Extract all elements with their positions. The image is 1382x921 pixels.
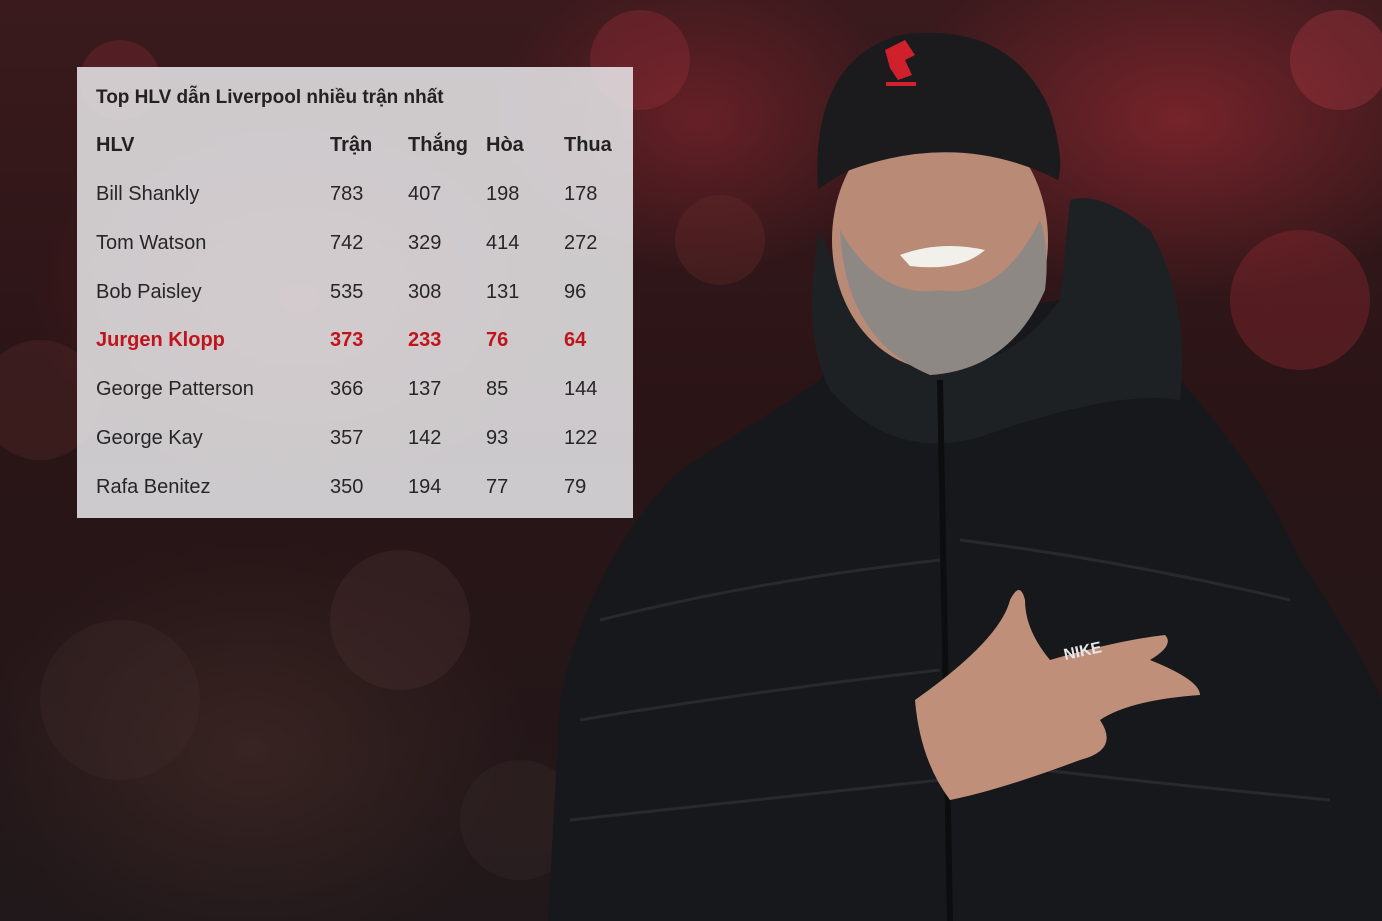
table-title: Top HLV dẫn Liverpool nhiều trận nhất xyxy=(96,87,444,108)
draws-cell: 93 xyxy=(486,427,509,449)
losses-cell: 79 xyxy=(564,476,587,498)
header-cell: Hòa xyxy=(486,134,524,156)
losses-cell: 122 xyxy=(564,427,598,449)
table-row: George Kay 357 142 93 122 xyxy=(96,427,626,457)
matches-cell: 783 xyxy=(330,183,364,205)
table-row: Bill Shankly 783 407 198 178 xyxy=(96,183,626,213)
matches-cell: 350 xyxy=(330,476,364,498)
matches-cell: 742 xyxy=(330,232,364,254)
losses-cell: 64 xyxy=(564,329,587,351)
coach-stats-table: Top HLV dẫn Liverpool nhiều trận nhất HL… xyxy=(77,67,633,518)
losses-cell: 96 xyxy=(564,281,587,303)
crowd-bokeh xyxy=(0,10,1382,880)
hood xyxy=(812,198,1182,444)
coach-name: Tom Watson xyxy=(96,232,207,254)
coach-name: Rafa Benitez xyxy=(96,476,211,498)
wins-cell: 308 xyxy=(408,281,442,303)
table-row: Rafa Benitez 350 194 77 79 xyxy=(96,476,626,506)
draws-cell: 198 xyxy=(486,183,520,205)
liverbird-icon xyxy=(885,40,916,86)
header-cell: HLV xyxy=(96,134,135,156)
wins-cell: 137 xyxy=(408,378,442,400)
header-cell: Trận xyxy=(330,134,373,156)
wins-cell: 407 xyxy=(408,183,442,205)
losses-cell: 272 xyxy=(564,232,598,254)
table-row: Bob Paisley 535 308 131 96 xyxy=(96,281,626,311)
header-cell: Thắng xyxy=(408,134,468,156)
losses-cell: 178 xyxy=(564,183,598,205)
draws-cell: 76 xyxy=(486,329,509,351)
table-header-row: HLV Trận Thắng Hòa Thua xyxy=(96,134,626,164)
wins-cell: 329 xyxy=(408,232,442,254)
coach-name: Bill Shankly xyxy=(96,183,200,205)
draws-cell: 77 xyxy=(486,476,509,498)
coach-name: George Kay xyxy=(96,427,203,449)
header-cell: Thua xyxy=(564,134,612,156)
draws-cell: 131 xyxy=(486,281,520,303)
matches-cell: 535 xyxy=(330,281,364,303)
wins-cell: 233 xyxy=(408,329,442,351)
beard xyxy=(840,220,1047,375)
matches-cell: 357 xyxy=(330,427,364,449)
coach-name: Bob Paisley xyxy=(96,281,202,303)
hand xyxy=(915,590,1200,800)
draws-cell: 414 xyxy=(486,232,520,254)
matches-cell: 373 xyxy=(330,329,364,351)
table-row: George Patterson 366 137 85 144 xyxy=(96,378,626,408)
coach-name: George Patterson xyxy=(96,378,254,400)
losses-cell: 144 xyxy=(564,378,598,400)
draws-cell: 85 xyxy=(486,378,509,400)
wins-cell: 194 xyxy=(408,476,442,498)
coach-name: Jurgen Klopp xyxy=(96,329,225,351)
jacket xyxy=(548,277,1382,921)
table-row: Tom Watson 742 329 414 272 xyxy=(96,232,626,262)
cap xyxy=(817,32,1061,190)
wins-cell: 142 xyxy=(408,427,442,449)
matches-cell: 366 xyxy=(330,378,364,400)
table-row-highlighted: Jurgen Klopp 373 233 76 64 xyxy=(96,329,626,359)
